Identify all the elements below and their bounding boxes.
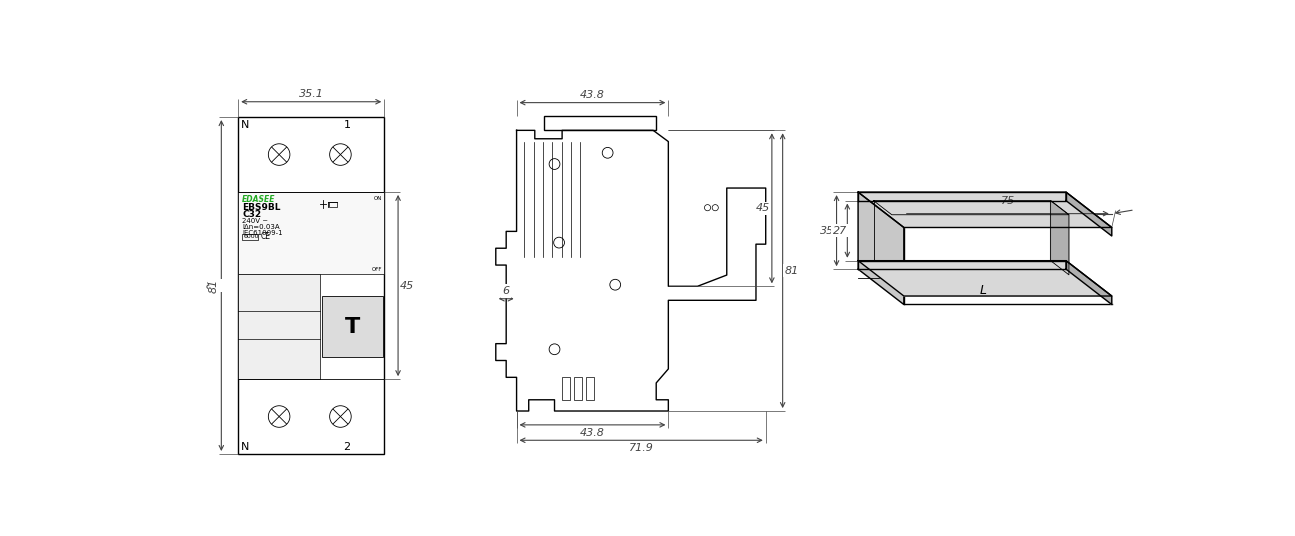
- Text: OFF: OFF: [372, 267, 382, 272]
- Text: N: N: [241, 442, 250, 452]
- Polygon shape: [1050, 200, 1068, 275]
- Polygon shape: [874, 200, 1068, 215]
- Text: 81: 81: [208, 278, 219, 293]
- Text: 81: 81: [206, 280, 220, 291]
- Bar: [238, 192, 385, 274]
- Text: 6000: 6000: [243, 234, 259, 239]
- Text: CE: CE: [260, 232, 271, 241]
- Bar: [574, 377, 581, 400]
- Text: EBS9BL: EBS9BL: [242, 203, 281, 212]
- Text: IEC61009-1: IEC61009-1: [242, 230, 282, 236]
- Text: IΔn=0.03A: IΔn=0.03A: [242, 225, 280, 230]
- Text: 43.8: 43.8: [580, 428, 605, 437]
- Bar: [321, 296, 382, 357]
- Bar: [544, 116, 657, 130]
- Text: 1: 1: [343, 120, 351, 130]
- Bar: [329, 202, 337, 207]
- Text: T: T: [346, 317, 360, 337]
- Polygon shape: [1066, 192, 1111, 236]
- Polygon shape: [859, 260, 1066, 269]
- Text: 6: 6: [502, 286, 510, 296]
- Text: 71.9: 71.9: [628, 443, 654, 453]
- Polygon shape: [859, 192, 1111, 227]
- Polygon shape: [859, 260, 1111, 296]
- Text: N: N: [241, 120, 250, 130]
- Bar: [238, 274, 320, 379]
- Text: 75: 75: [1001, 196, 1015, 206]
- Polygon shape: [874, 200, 1050, 260]
- Polygon shape: [859, 192, 904, 304]
- Text: 45: 45: [755, 203, 769, 213]
- Text: L: L: [979, 284, 987, 297]
- Polygon shape: [1066, 260, 1111, 304]
- Text: ON: ON: [373, 196, 382, 200]
- Text: EDASEE: EDASEE: [242, 195, 276, 204]
- Polygon shape: [859, 192, 1066, 200]
- Text: 240V ~: 240V ~: [242, 218, 268, 224]
- Text: C32: C32: [242, 211, 262, 219]
- Polygon shape: [859, 198, 874, 263]
- Text: 45: 45: [400, 280, 414, 291]
- Text: 35: 35: [820, 226, 834, 236]
- Bar: [587, 377, 594, 400]
- Text: 2: 2: [343, 442, 351, 452]
- Text: 43.8: 43.8: [580, 90, 605, 100]
- Bar: [562, 377, 570, 400]
- Bar: [242, 234, 258, 240]
- Bar: [238, 117, 385, 454]
- Text: 35.1: 35.1: [299, 89, 324, 99]
- Text: 81: 81: [785, 266, 799, 276]
- Text: 27: 27: [833, 226, 847, 236]
